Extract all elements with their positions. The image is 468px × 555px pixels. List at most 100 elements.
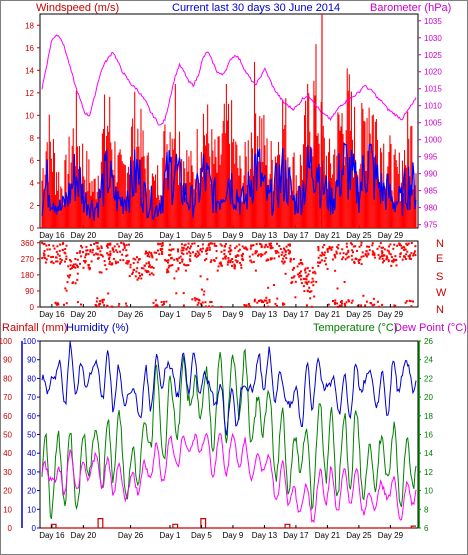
direction-x-label: Day 9 <box>222 310 243 319</box>
direction-point <box>298 275 301 278</box>
direction-point <box>336 246 339 249</box>
temp-y-tick-label: 22 <box>424 374 433 383</box>
direction-point <box>204 259 206 262</box>
direction-point <box>74 266 77 269</box>
direction-point <box>219 243 222 246</box>
direction-point <box>381 257 384 260</box>
direction-point <box>409 258 412 260</box>
direction-point <box>343 281 346 283</box>
direction-point <box>240 264 243 267</box>
direction-point <box>401 258 404 261</box>
direction-point <box>166 268 169 271</box>
direction-point <box>371 244 374 247</box>
direction-point <box>52 244 55 247</box>
direction-point <box>234 259 237 262</box>
direction-x-label: Day 13 <box>252 310 278 319</box>
direction-point <box>150 252 153 255</box>
direction-point <box>327 303 330 306</box>
direction-point <box>141 273 143 276</box>
direction-point <box>182 253 185 256</box>
direction-point <box>359 258 362 261</box>
direction-point <box>148 273 151 276</box>
direction-point <box>215 250 218 253</box>
direction-point <box>340 299 343 302</box>
climate-x-label: Day 13 <box>252 531 278 540</box>
wind-x-label: Day 9 <box>222 231 243 240</box>
rain-y-tick-label: 60 <box>3 412 12 421</box>
direction-point <box>107 292 110 295</box>
direction-point <box>227 259 230 262</box>
direction-point <box>400 247 403 250</box>
direction-point <box>169 264 172 267</box>
direction-point <box>320 259 323 262</box>
rain-y-tick-label: 70 <box>3 393 12 402</box>
direction-point <box>69 259 71 262</box>
direction-point <box>100 247 103 249</box>
rain-y-tick-label: 80 <box>3 374 12 383</box>
direction-point <box>387 260 390 263</box>
temperature-axis-title: Temperature (°C) <box>313 322 397 334</box>
direction-point <box>249 247 252 250</box>
direction-point <box>184 264 187 267</box>
direction-point <box>391 260 393 263</box>
direction-point <box>364 304 367 307</box>
direction-point <box>88 268 91 271</box>
temp-y-tick-label: 6 <box>424 524 429 533</box>
direction-point <box>115 262 118 265</box>
direction-point <box>313 295 316 298</box>
direction-point <box>377 254 380 256</box>
direction-point <box>85 245 88 248</box>
direction-point <box>96 247 99 250</box>
direction-point <box>76 278 79 281</box>
direction-point <box>358 259 361 261</box>
direction-x-label: Day 20 <box>71 310 97 319</box>
direction-point <box>56 245 59 248</box>
direction-point <box>265 299 268 302</box>
direction-point <box>175 292 178 295</box>
direction-point <box>206 278 209 281</box>
direction-point <box>131 271 134 274</box>
direction-point <box>381 254 384 257</box>
direction-point <box>151 265 154 268</box>
direction-point <box>328 245 331 248</box>
direction-point <box>177 268 180 271</box>
direction-point <box>95 300 98 303</box>
direction-point <box>296 265 299 268</box>
direction-point <box>334 302 337 305</box>
direction-point <box>184 243 187 246</box>
direction-point <box>379 242 382 245</box>
wind-y-tick-label: 4 <box>30 179 35 188</box>
direction-point <box>356 249 358 252</box>
direction-point <box>408 299 411 302</box>
direction-point <box>132 262 135 265</box>
direction-point <box>231 258 234 260</box>
direction-point <box>265 259 268 262</box>
direction-point <box>148 251 151 254</box>
direction-point <box>122 248 125 251</box>
direction-x-label: Day 5 <box>191 310 212 319</box>
direction-point <box>344 258 347 261</box>
direction-point <box>235 256 238 258</box>
direction-point <box>59 262 61 265</box>
direction-point <box>337 247 340 250</box>
direction-point <box>381 303 384 306</box>
direction-point <box>148 255 151 258</box>
direction-point <box>317 247 320 250</box>
direction-point <box>99 300 102 303</box>
direction-point <box>310 281 313 284</box>
direction-point <box>233 263 236 266</box>
direction-point <box>70 260 73 263</box>
direction-point <box>104 264 107 267</box>
direction-point <box>339 301 342 303</box>
direction-point <box>414 250 416 253</box>
direction-point <box>321 246 324 249</box>
direction-point <box>135 270 138 273</box>
direction-point <box>185 248 188 251</box>
direction-point <box>99 253 102 256</box>
baro-y-tick-label: 1010 <box>424 102 442 111</box>
direction-point <box>245 247 248 250</box>
direction-point <box>300 270 302 273</box>
direction-point <box>198 253 201 256</box>
direction-point <box>339 252 342 255</box>
